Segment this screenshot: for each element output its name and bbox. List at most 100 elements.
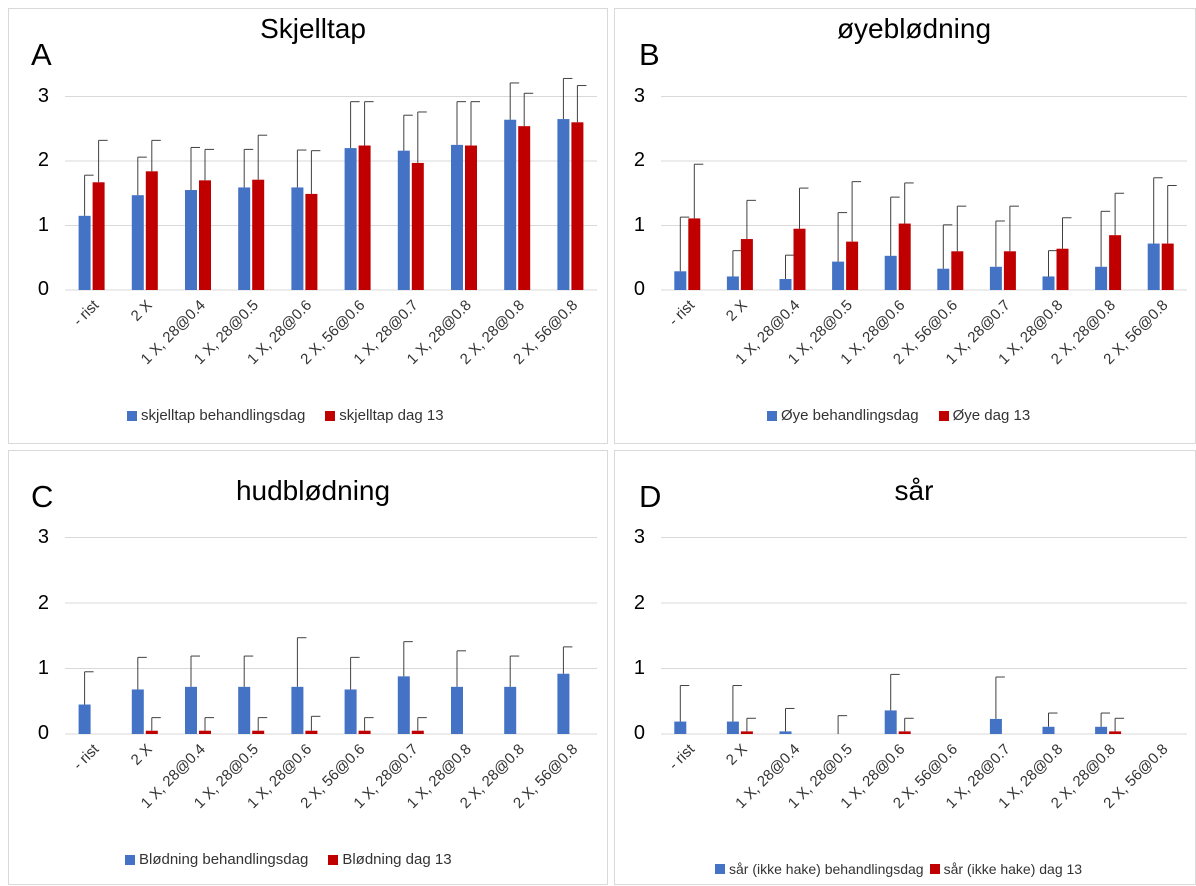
bar xyxy=(1109,235,1122,290)
bar xyxy=(793,228,806,290)
bar xyxy=(199,180,211,290)
bar xyxy=(185,686,197,734)
bar xyxy=(291,686,304,734)
chart-svg: - rist 2 X1 X, 28@0.41 X, 28@0.51 X, 28@0… xyxy=(661,537,1187,812)
bar xyxy=(898,223,911,290)
chart-legend: skjelltap behandlingsdag skjelltap dag 1… xyxy=(127,407,444,424)
bar xyxy=(185,190,197,290)
bar xyxy=(131,195,144,290)
chart-title: sår xyxy=(894,475,934,506)
bar xyxy=(358,145,371,290)
bar xyxy=(557,119,570,290)
bar xyxy=(504,686,517,734)
legend-label: Blødning behandlingsdag xyxy=(139,851,309,868)
bar xyxy=(238,686,251,734)
legend-item: Blødning dag 13 xyxy=(328,851,452,868)
y-tick-label: 3 xyxy=(37,85,49,107)
x-tick-label: 2 X xyxy=(128,741,156,769)
legend-swatch xyxy=(125,854,135,865)
bar xyxy=(884,255,897,290)
legend-label: Øye behandlingsdag xyxy=(781,407,919,424)
y-tick-label: 3 xyxy=(633,85,645,107)
bar xyxy=(779,279,792,290)
legend-swatch xyxy=(938,410,949,421)
chart-legend: Blødning behandlingsdag Blødning dag 13 xyxy=(125,851,452,868)
bar xyxy=(557,673,570,734)
x-tick-label: 2 X xyxy=(723,741,751,769)
chart-svg: - rist 2 X1 X, 28@0.41 X, 28@0.51 X, 28@0… xyxy=(661,96,1187,368)
legend-swatch xyxy=(715,864,725,874)
bar xyxy=(131,689,144,734)
bar xyxy=(344,689,357,734)
bar xyxy=(451,686,463,734)
chart-legend: sår (ikke hake) behandlingsdag sår (ikke… xyxy=(715,861,1082,877)
bar xyxy=(252,730,265,734)
legend-item: sår (ikke hake) behandlingsdag xyxy=(715,861,924,877)
x-tick-label: 2 X xyxy=(723,297,751,325)
y-tick-label: 0 xyxy=(633,722,645,744)
bar xyxy=(989,718,1002,734)
legend-item: Blødning behandlingsdag xyxy=(125,851,308,868)
legend-swatch xyxy=(325,410,336,421)
bar xyxy=(305,730,318,734)
bar xyxy=(688,218,701,290)
legend-label: Øye dag 13 xyxy=(952,407,1031,424)
x-tick-label: - rist xyxy=(70,740,103,773)
legend-item: skjelltap dag 13 xyxy=(325,407,444,424)
bar xyxy=(1109,731,1122,734)
legend-label: Blødning dag 13 xyxy=(342,851,452,868)
bar xyxy=(518,126,531,290)
bar xyxy=(951,251,964,290)
chart-svg: - rist 2 X1 X, 28@0.41 X, 28@0.51 X, 28@0… xyxy=(65,77,597,368)
legend-item: Øye dag 13 xyxy=(938,407,1031,424)
y-tick-label: 3 xyxy=(37,526,49,548)
y-tick-label: 2 xyxy=(633,592,645,614)
panel-letter: D xyxy=(639,479,662,514)
bar xyxy=(1042,726,1055,734)
bar xyxy=(571,122,584,290)
bar xyxy=(898,731,911,734)
bar xyxy=(145,730,158,734)
bar xyxy=(1161,243,1174,290)
bar xyxy=(344,148,357,290)
x-tick-label: 2 X xyxy=(128,297,156,325)
legend-swatch xyxy=(328,854,339,865)
bar xyxy=(199,730,211,734)
bar xyxy=(145,171,158,290)
chart-legend: Øye behandlingsdag Øye dag 13 xyxy=(767,407,1030,424)
y-tick-label: 2 xyxy=(633,149,645,171)
bar xyxy=(92,182,105,290)
bar xyxy=(78,704,91,734)
legend-item: sår (ikke hake) dag 13 xyxy=(929,861,1082,877)
bar xyxy=(846,241,859,290)
y-tick-label: 2 xyxy=(37,149,49,171)
bar xyxy=(504,119,517,290)
bar xyxy=(78,215,91,290)
bar xyxy=(989,266,1002,290)
bar xyxy=(397,150,410,290)
y-tick-label: 1 xyxy=(633,657,645,679)
bar xyxy=(1095,266,1108,290)
x-tick-label: - rist xyxy=(665,296,698,329)
bar xyxy=(726,276,739,290)
legend-swatch xyxy=(127,410,137,421)
legend-label: skjelltap behandlingsdag xyxy=(141,407,306,424)
y-tick-label: 1 xyxy=(37,657,49,679)
legend-swatch xyxy=(767,410,777,421)
bar xyxy=(451,144,463,290)
bar xyxy=(937,268,950,290)
chart-title: Skjelltap xyxy=(260,13,366,44)
y-tick-label: 0 xyxy=(633,278,645,300)
y-tick-label: 1 xyxy=(37,214,49,236)
bar xyxy=(238,187,251,290)
bar xyxy=(1147,243,1160,290)
bar xyxy=(740,239,753,290)
legend-label: sår (ikke hake) behandlingsdag xyxy=(729,861,924,877)
bar xyxy=(411,730,424,734)
bar xyxy=(832,261,845,290)
y-tick-label: 0 xyxy=(37,278,49,300)
legend-item: skjelltap behandlingsdag xyxy=(127,407,305,424)
